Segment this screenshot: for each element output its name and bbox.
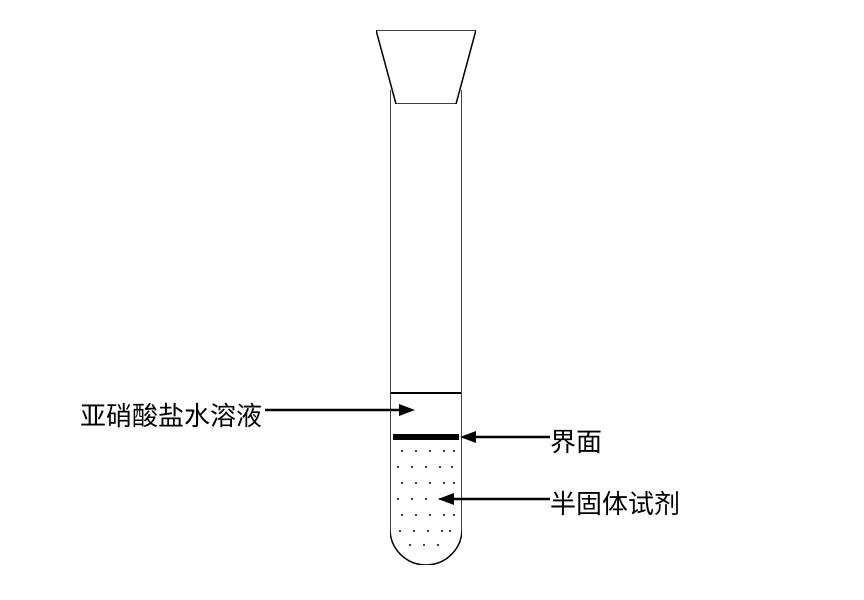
arrow-to-semisolid [438, 491, 550, 507]
label-interface: 界面 [550, 422, 602, 459]
diagram-container: 亚硝酸盐水溶液 界面 半固体试剂 [0, 0, 864, 600]
liquid-surface-line [391, 392, 461, 394]
arrow-to-solution [265, 402, 415, 418]
arrow-to-interface [460, 429, 550, 445]
label-nitrite-solution: 亚硝酸盐水溶液 [80, 396, 262, 433]
label-semisolid: 半固体试剂 [550, 484, 680, 521]
interface-bar [393, 434, 459, 440]
